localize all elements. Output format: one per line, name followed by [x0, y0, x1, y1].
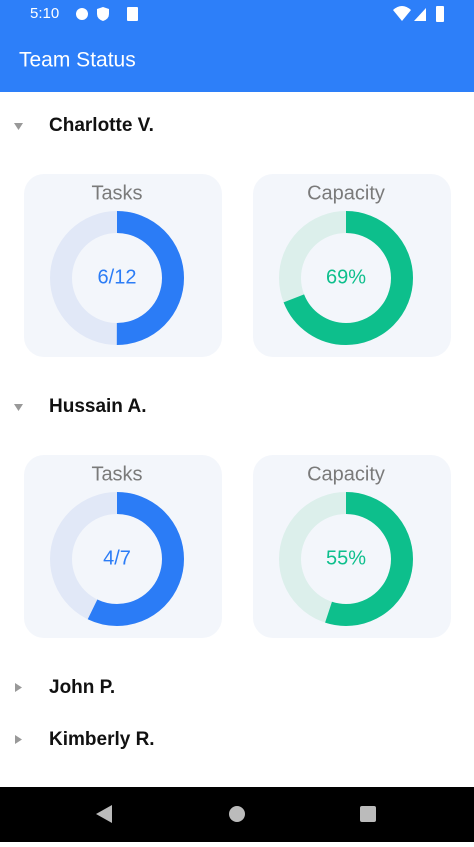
donut-arc: [50, 492, 184, 626]
donut-label: 69%: [326, 266, 366, 288]
app-title: Team Status: [19, 49, 136, 72]
wifi-icon: [393, 6, 411, 21]
donut-arc: [50, 211, 184, 345]
nav-recents[interactable]: [360, 806, 376, 822]
member-name[interactable]: Charlotte V.: [49, 115, 154, 136]
nav-back[interactable]: [96, 805, 112, 823]
donut-arc: [279, 211, 413, 345]
collapse-arrow[interactable]: [14, 123, 23, 130]
card-heading: Capacity: [307, 182, 385, 204]
battery-icon: [436, 6, 444, 22]
signal-icon: [414, 8, 426, 21]
donut-label: 6/12: [98, 266, 137, 288]
member-name[interactable]: Kimberly R.: [49, 729, 155, 750]
donut-arc: [279, 492, 413, 626]
card-heading: Tasks: [91, 182, 142, 204]
settings-icon: [76, 8, 88, 20]
sd-icon: [127, 7, 138, 21]
nav-home[interactable]: [229, 806, 245, 822]
donut-label: 4/7: [103, 547, 131, 569]
member-name[interactable]: John P.: [49, 677, 115, 698]
expand-arrow[interactable]: [15, 683, 22, 692]
card-heading: Capacity: [307, 463, 385, 485]
donut-label: 55%: [326, 547, 366, 569]
status-icons: [76, 6, 444, 22]
collapse-arrow[interactable]: [14, 404, 23, 411]
shield-icon: [97, 7, 109, 21]
member-name[interactable]: Hussain A.: [49, 396, 147, 417]
card-heading: Tasks: [91, 463, 142, 485]
status-time: 5:10: [30, 5, 59, 22]
expand-arrow[interactable]: [15, 735, 22, 744]
